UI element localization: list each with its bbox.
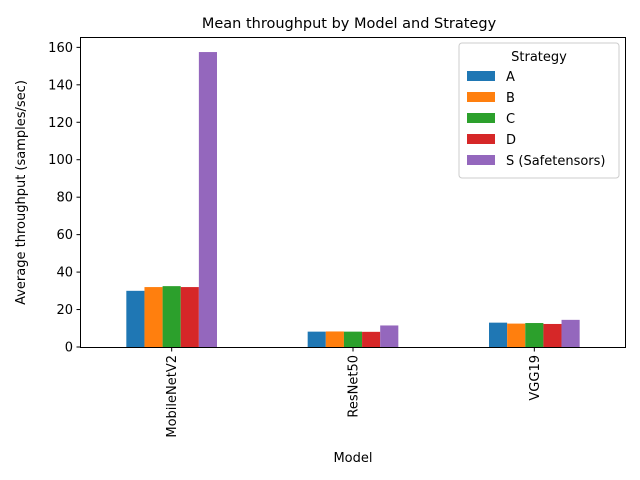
y-axis: 0 20 40 60 80 100 120 140 160 [48,41,81,356]
bar-mobilenetv2-a [126,290,145,347]
legend-label-c: C [506,112,515,127]
y-tick-label: 20 [56,303,73,318]
x-tick-label-resnet50: ResNet50 [347,355,362,418]
legend-swatch-c [467,113,495,123]
y-tick-label: 160 [48,41,73,56]
legend-label-a: A [506,70,515,85]
legend-title: Strategy [511,50,567,65]
legend-box [458,42,620,179]
bar-mobilenetv2-s [198,52,217,348]
legend-swatch-d [467,134,495,144]
chart-title: Mean throughput by Model and Strategy [202,16,497,32]
bars-group [126,52,580,348]
legend-swatch-s [467,155,495,165]
bar-vgg19-d [543,323,562,347]
x-tick-label-mobilenetv2: MobileNetV2 [165,355,180,438]
legend-swatch-a [467,71,495,81]
y-tick-label: 100 [48,153,73,168]
legend-swatch-b [467,92,495,102]
x-axis-label: Model [333,451,372,466]
bar-resnet50-b [325,331,344,347]
bar-resnet50-d [362,331,381,347]
y-tick-label: 40 [56,266,73,281]
legend-label-d: D [506,133,516,148]
y-tick-label: 0 [65,341,73,356]
bar-mobilenetv2-d [180,287,199,347]
bar-vgg19-b [507,323,526,347]
x-axis: MobileNetV2 ResNet50 VGG19 [165,347,543,438]
y-axis-label: Average throughput (samples/sec) [14,80,29,305]
bar-resnet50-a [307,331,326,347]
bar-mobilenetv2-b [144,287,163,347]
y-tick-label: 80 [56,191,73,206]
legend-label-s: S (Safetensors) [506,154,606,169]
bar-vgg19-s [561,319,580,347]
y-tick-label: 140 [48,78,73,93]
bar-mobilenetv2-c [162,286,181,347]
bar-vgg19-a [489,322,508,347]
y-tick-label: 120 [48,116,73,131]
bar-vgg19-c [525,323,544,347]
legend-label-b: B [506,91,515,106]
bar-resnet50-c [343,331,363,347]
bar-resnet50-s [380,325,399,347]
y-tick-label: 60 [56,228,73,243]
x-tick-label-vgg19: VGG19 [528,355,543,401]
